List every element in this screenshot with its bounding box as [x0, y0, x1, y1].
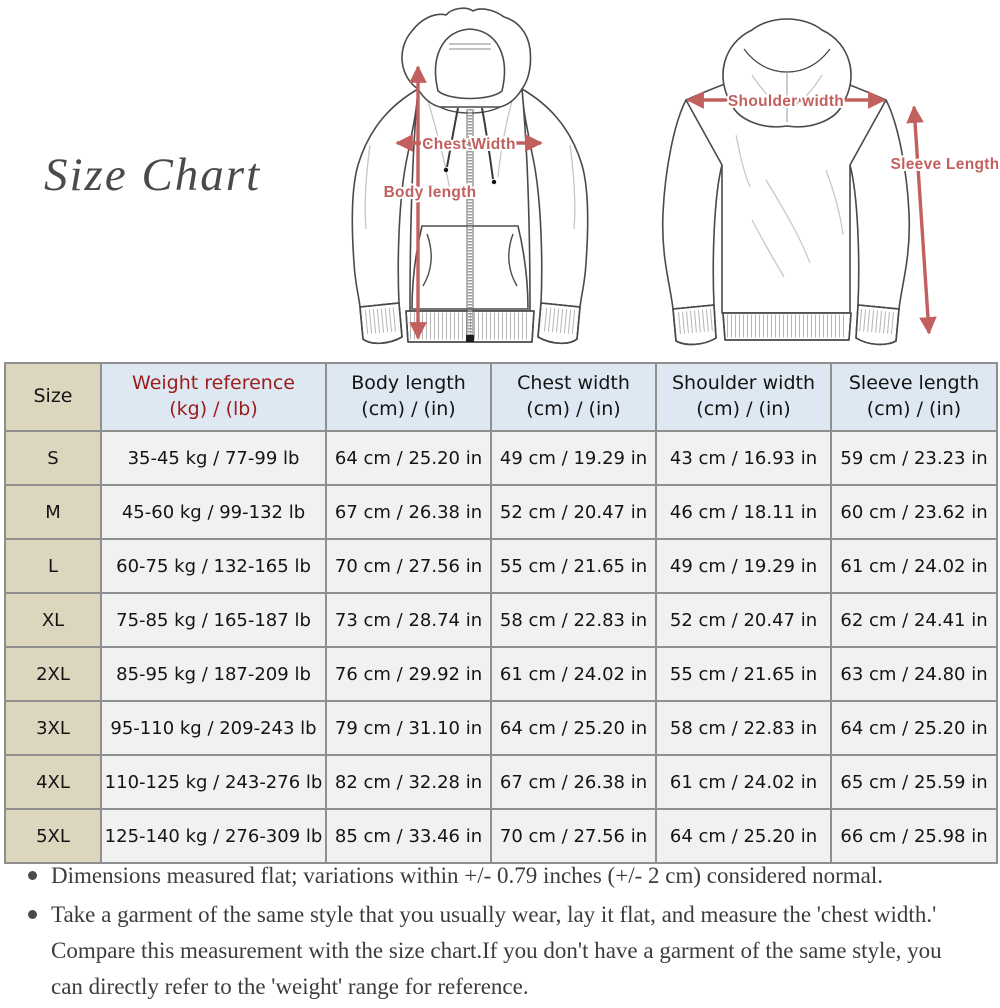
cell-sleeve-length: 63 cm / 24.80 in — [830, 646, 998, 702]
table-row: M 45-60 kg / 99-132 lb 67 cm / 26.38 in … — [4, 484, 998, 540]
table-row: S 35-45 kg / 77-99 lb 64 cm / 25.20 in 4… — [4, 430, 998, 486]
cell-weight: 95-110 kg / 209-243 lb — [100, 700, 327, 756]
body-length-label: Body length — [384, 184, 477, 201]
col-header-size: Size — [4, 362, 102, 432]
table-row: 3XL 95-110 kg / 209-243 lb 79 cm / 31.10… — [4, 700, 998, 756]
cell-sleeve-length: 62 cm / 24.41 in — [830, 592, 998, 648]
cell-size: 2XL — [4, 646, 102, 702]
front-right-sleeve — [521, 88, 589, 308]
cell-size: 5XL — [4, 808, 102, 864]
cell-body-length: 73 cm / 28.74 in — [325, 592, 492, 648]
cell-chest-width: 52 cm / 20.47 in — [490, 484, 657, 540]
col-header-body-length: Body length (cm) / (in) — [325, 362, 492, 432]
cell-chest-width: 70 cm / 27.56 in — [490, 808, 657, 864]
cell-body-length: 85 cm / 33.46 in — [325, 808, 492, 864]
note-item: Dimensions measured flat; variations wit… — [28, 858, 978, 894]
cell-shoulder-width: 58 cm / 22.83 in — [655, 700, 832, 756]
cell-weight: 85-95 kg / 187-209 lb — [100, 646, 327, 702]
cell-shoulder-width: 52 cm / 20.47 in — [655, 592, 832, 648]
cell-size: S — [4, 430, 102, 486]
size-table: Size Weight reference (kg) / (lb) Body le… — [4, 362, 998, 864]
cell-sleeve-length: 64 cm / 25.20 in — [830, 700, 998, 756]
cell-body-length: 67 cm / 26.38 in — [325, 484, 492, 540]
cell-weight: 110-125 kg / 243-276 lb — [100, 754, 327, 810]
cell-chest-width: 64 cm / 25.20 in — [490, 700, 657, 756]
cell-chest-width: 49 cm / 19.29 in — [490, 430, 657, 486]
cell-body-length: 64 cm / 25.20 in — [325, 430, 492, 486]
cell-weight: 60-75 kg / 132-165 lb — [100, 538, 327, 594]
cell-weight: 35-45 kg / 77-99 lb — [100, 430, 327, 486]
cell-chest-width: 67 cm / 26.38 in — [490, 754, 657, 810]
cell-weight: 75-85 kg / 165-187 lb — [100, 592, 327, 648]
col-header-chest-width: Chest width (cm) / (in) — [490, 362, 657, 432]
cell-size: XL — [4, 592, 102, 648]
cell-weight: 125-140 kg / 276-309 lb — [100, 808, 327, 864]
note-text: Take a garment of the same style that yo… — [51, 901, 942, 999]
cell-chest-width: 61 cm / 24.02 in — [490, 646, 657, 702]
cell-size: L — [4, 538, 102, 594]
cell-sleeve-length: 66 cm / 25.98 in — [830, 808, 998, 864]
header-row: Size Weight reference (kg) / (lb) Body le… — [4, 362, 998, 432]
col-header-weight: Weight reference (kg) / (lb) — [100, 362, 327, 432]
col-header-shoulder-width: Shoulder width (cm) / (in) — [655, 362, 832, 432]
cell-shoulder-width: 43 cm / 16.93 in — [655, 430, 832, 486]
cell-shoulder-width: 55 cm / 21.65 in — [655, 646, 832, 702]
cell-weight: 45-60 kg / 99-132 lb — [100, 484, 327, 540]
cell-shoulder-width: 64 cm / 25.20 in — [655, 808, 832, 864]
cell-sleeve-length: 59 cm / 23.23 in — [830, 430, 998, 486]
cell-body-length: 76 cm / 29.92 in — [325, 646, 492, 702]
cell-shoulder-width: 61 cm / 24.02 in — [655, 754, 832, 810]
table-row: 4XL 110-125 kg / 243-276 lb 82 cm / 32.2… — [4, 754, 998, 810]
cell-body-length: 79 cm / 31.10 in — [325, 700, 492, 756]
cell-size: M — [4, 484, 102, 540]
cell-chest-width: 55 cm / 21.65 in — [490, 538, 657, 594]
cell-size: 4XL — [4, 754, 102, 810]
cell-shoulder-width: 46 cm / 18.11 in — [655, 484, 832, 540]
front-collar-lines — [449, 43, 491, 50]
cell-sleeve-length: 60 cm / 23.62 in — [830, 484, 998, 540]
hoodie-back-diagram: Shoulder width Sleeve Length — [661, 18, 999, 346]
col-header-sleeve-length: Sleeve length (cm) / (in) — [830, 362, 998, 432]
chest-width-label: Chest Width — [422, 136, 516, 153]
table-row: XL 75-85 kg / 165-187 lb 73 cm / 28.74 i… — [4, 592, 998, 648]
cell-body-length: 70 cm / 27.56 in — [325, 538, 492, 594]
cell-sleeve-length: 61 cm / 24.02 in — [830, 538, 998, 594]
note-text: Dimensions measured flat; variations wit… — [51, 863, 884, 888]
cell-shoulder-width: 49 cm / 19.29 in — [655, 538, 832, 594]
table-row: 2XL 85-95 kg / 187-209 lb 76 cm / 29.92 … — [4, 646, 998, 702]
table-row: L 60-75 kg / 132-165 lb 70 cm / 27.56 in… — [4, 538, 998, 594]
bullet-icon — [28, 871, 37, 880]
front-hood-opening — [434, 28, 506, 100]
note-item: Take a garment of the same style that yo… — [28, 897, 978, 1005]
sleeve-length-label: Sleeve Length — [891, 156, 999, 173]
footnotes: Dimensions measured flat; variations wit… — [28, 858, 978, 1008]
shoulder-width-label: Shoulder width — [728, 93, 844, 110]
bullet-icon — [28, 909, 37, 919]
cell-body-length: 82 cm / 32.28 in — [325, 754, 492, 810]
sleeve-length-arrow — [906, 105, 937, 335]
cell-sleeve-length: 65 cm / 25.59 in — [830, 754, 998, 810]
hoodie-front-diagram: Chest Width Body length — [351, 7, 589, 345]
cell-chest-width: 58 cm / 22.83 in — [490, 592, 657, 648]
back-wrinkle-lines — [735, 134, 844, 278]
cell-size: 3XL — [4, 700, 102, 756]
table-row: 5XL 125-140 kg / 276-309 lb 85 cm / 33.4… — [4, 808, 998, 864]
page-title: Size Chart — [44, 149, 262, 201]
